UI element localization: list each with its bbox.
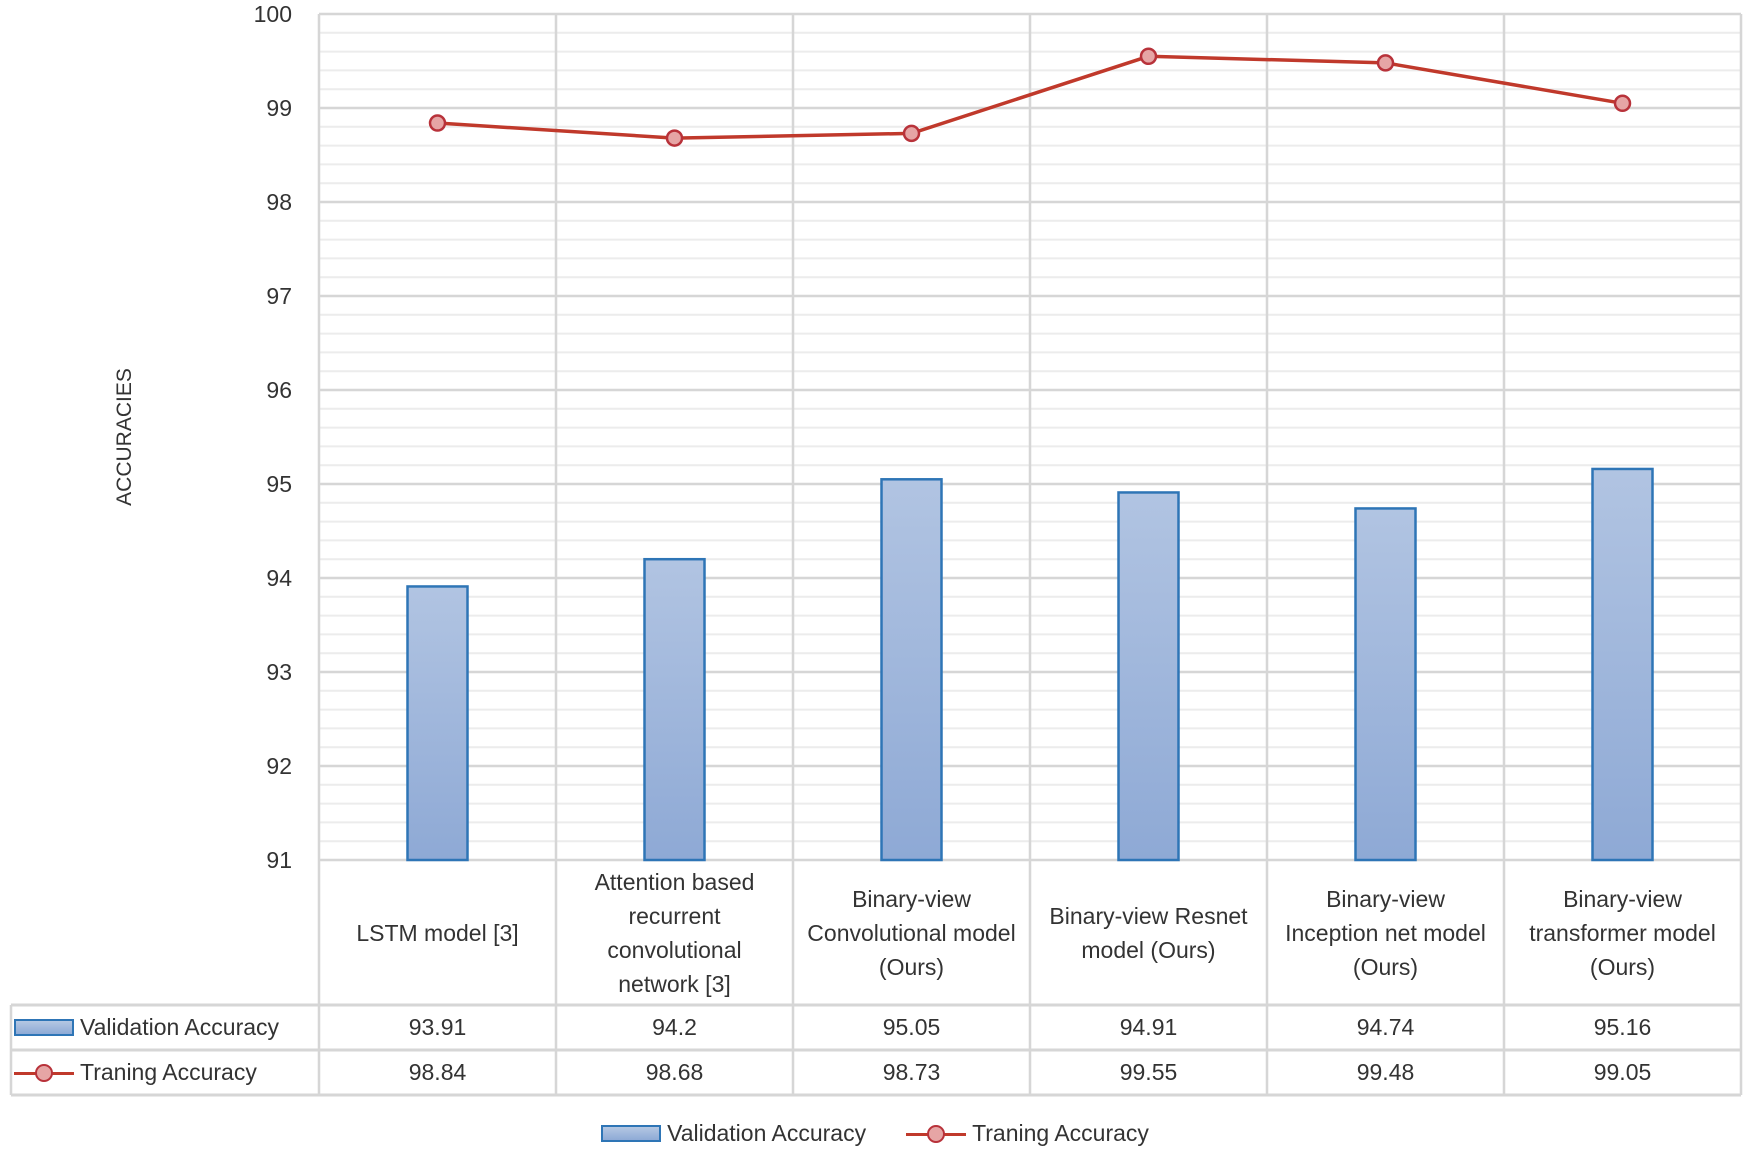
line-swatch-icon [906, 1124, 967, 1144]
y-tick-label: 93 [266, 659, 292, 685]
training-value: 98.73 [882, 1059, 941, 1085]
marker-training-4 [1376, 54, 1395, 72]
bar-validation-0 [406, 585, 469, 862]
marker-training-2 [902, 124, 921, 143]
legend-item-training: Traning Accuracy [906, 1120, 1149, 1147]
validation-value: 94.74 [1356, 1014, 1415, 1040]
legend: Validation Accuracy Traning Accuracy [0, 1120, 1750, 1147]
validation-value: 94.2 [652, 1014, 697, 1040]
row-label: Traning Accuracy [80, 1059, 257, 1085]
marker-training-5 [1613, 94, 1632, 113]
line-swatch-icon [14, 1063, 74, 1083]
y-axis-label: ACCURACIES [113, 368, 136, 506]
validation-value: 93.91 [408, 1014, 467, 1040]
y-tick-label: 96 [266, 377, 292, 403]
validation-value: 95.05 [882, 1014, 941, 1040]
training-value: 98.68 [645, 1059, 704, 1085]
training-value: 99.05 [1593, 1059, 1652, 1085]
legend-item-validation: Validation Accuracy [601, 1120, 866, 1147]
table-row-label-validation: Validation Accuracy [14, 1005, 279, 1050]
y-tick-label: 94 [266, 565, 292, 591]
y-tick-label: 91 [266, 847, 292, 873]
category-label: Binary-view Convolutional model (Ours) [807, 885, 1016, 980]
category-label: Attention based recurrent convolutional … [594, 868, 755, 997]
training-value: 98.84 [408, 1059, 467, 1085]
bar-validation-1 [643, 557, 706, 862]
bar-validation-5 [1591, 467, 1654, 862]
category-label: Binary-view transformer model (Ours) [1529, 885, 1716, 980]
validation-value: 95.16 [1593, 1014, 1652, 1040]
y-tick-label: 95 [266, 471, 292, 497]
bar-validation-3 [1117, 491, 1180, 862]
bar-validation-4 [1354, 507, 1417, 862]
marker-training-0 [428, 114, 447, 132]
y-tick-label: 92 [266, 753, 292, 779]
y-tick-label: 100 [254, 1, 292, 27]
row-label: Validation Accuracy [80, 1014, 280, 1040]
table-row-label-training: Traning Accuracy [14, 1050, 257, 1095]
y-tick-label: 97 [266, 283, 292, 309]
y-tick-label: 99 [266, 95, 292, 121]
training-value: 99.55 [1119, 1059, 1178, 1085]
legend-label: Validation Accuracy [667, 1120, 867, 1146]
category-label: Binary-view Resnet model (Ours) [1049, 902, 1248, 963]
bar-swatch-icon [601, 1125, 662, 1142]
legend-label: Traning Accuracy [972, 1120, 1149, 1146]
y-tick-label: 98 [266, 189, 292, 215]
category-label: LSTM model [3] [356, 919, 519, 946]
bar-swatch-icon [14, 1019, 74, 1036]
bar-validation-2 [880, 478, 943, 862]
line-training [437, 54, 1623, 140]
validation-value: 94.91 [1119, 1014, 1178, 1040]
marker-training-3 [1139, 47, 1158, 66]
category-label: Binary-view Inception net model (Ours) [1285, 885, 1486, 980]
marker-training-1 [665, 129, 684, 147]
training-value: 99.48 [1356, 1059, 1415, 1085]
